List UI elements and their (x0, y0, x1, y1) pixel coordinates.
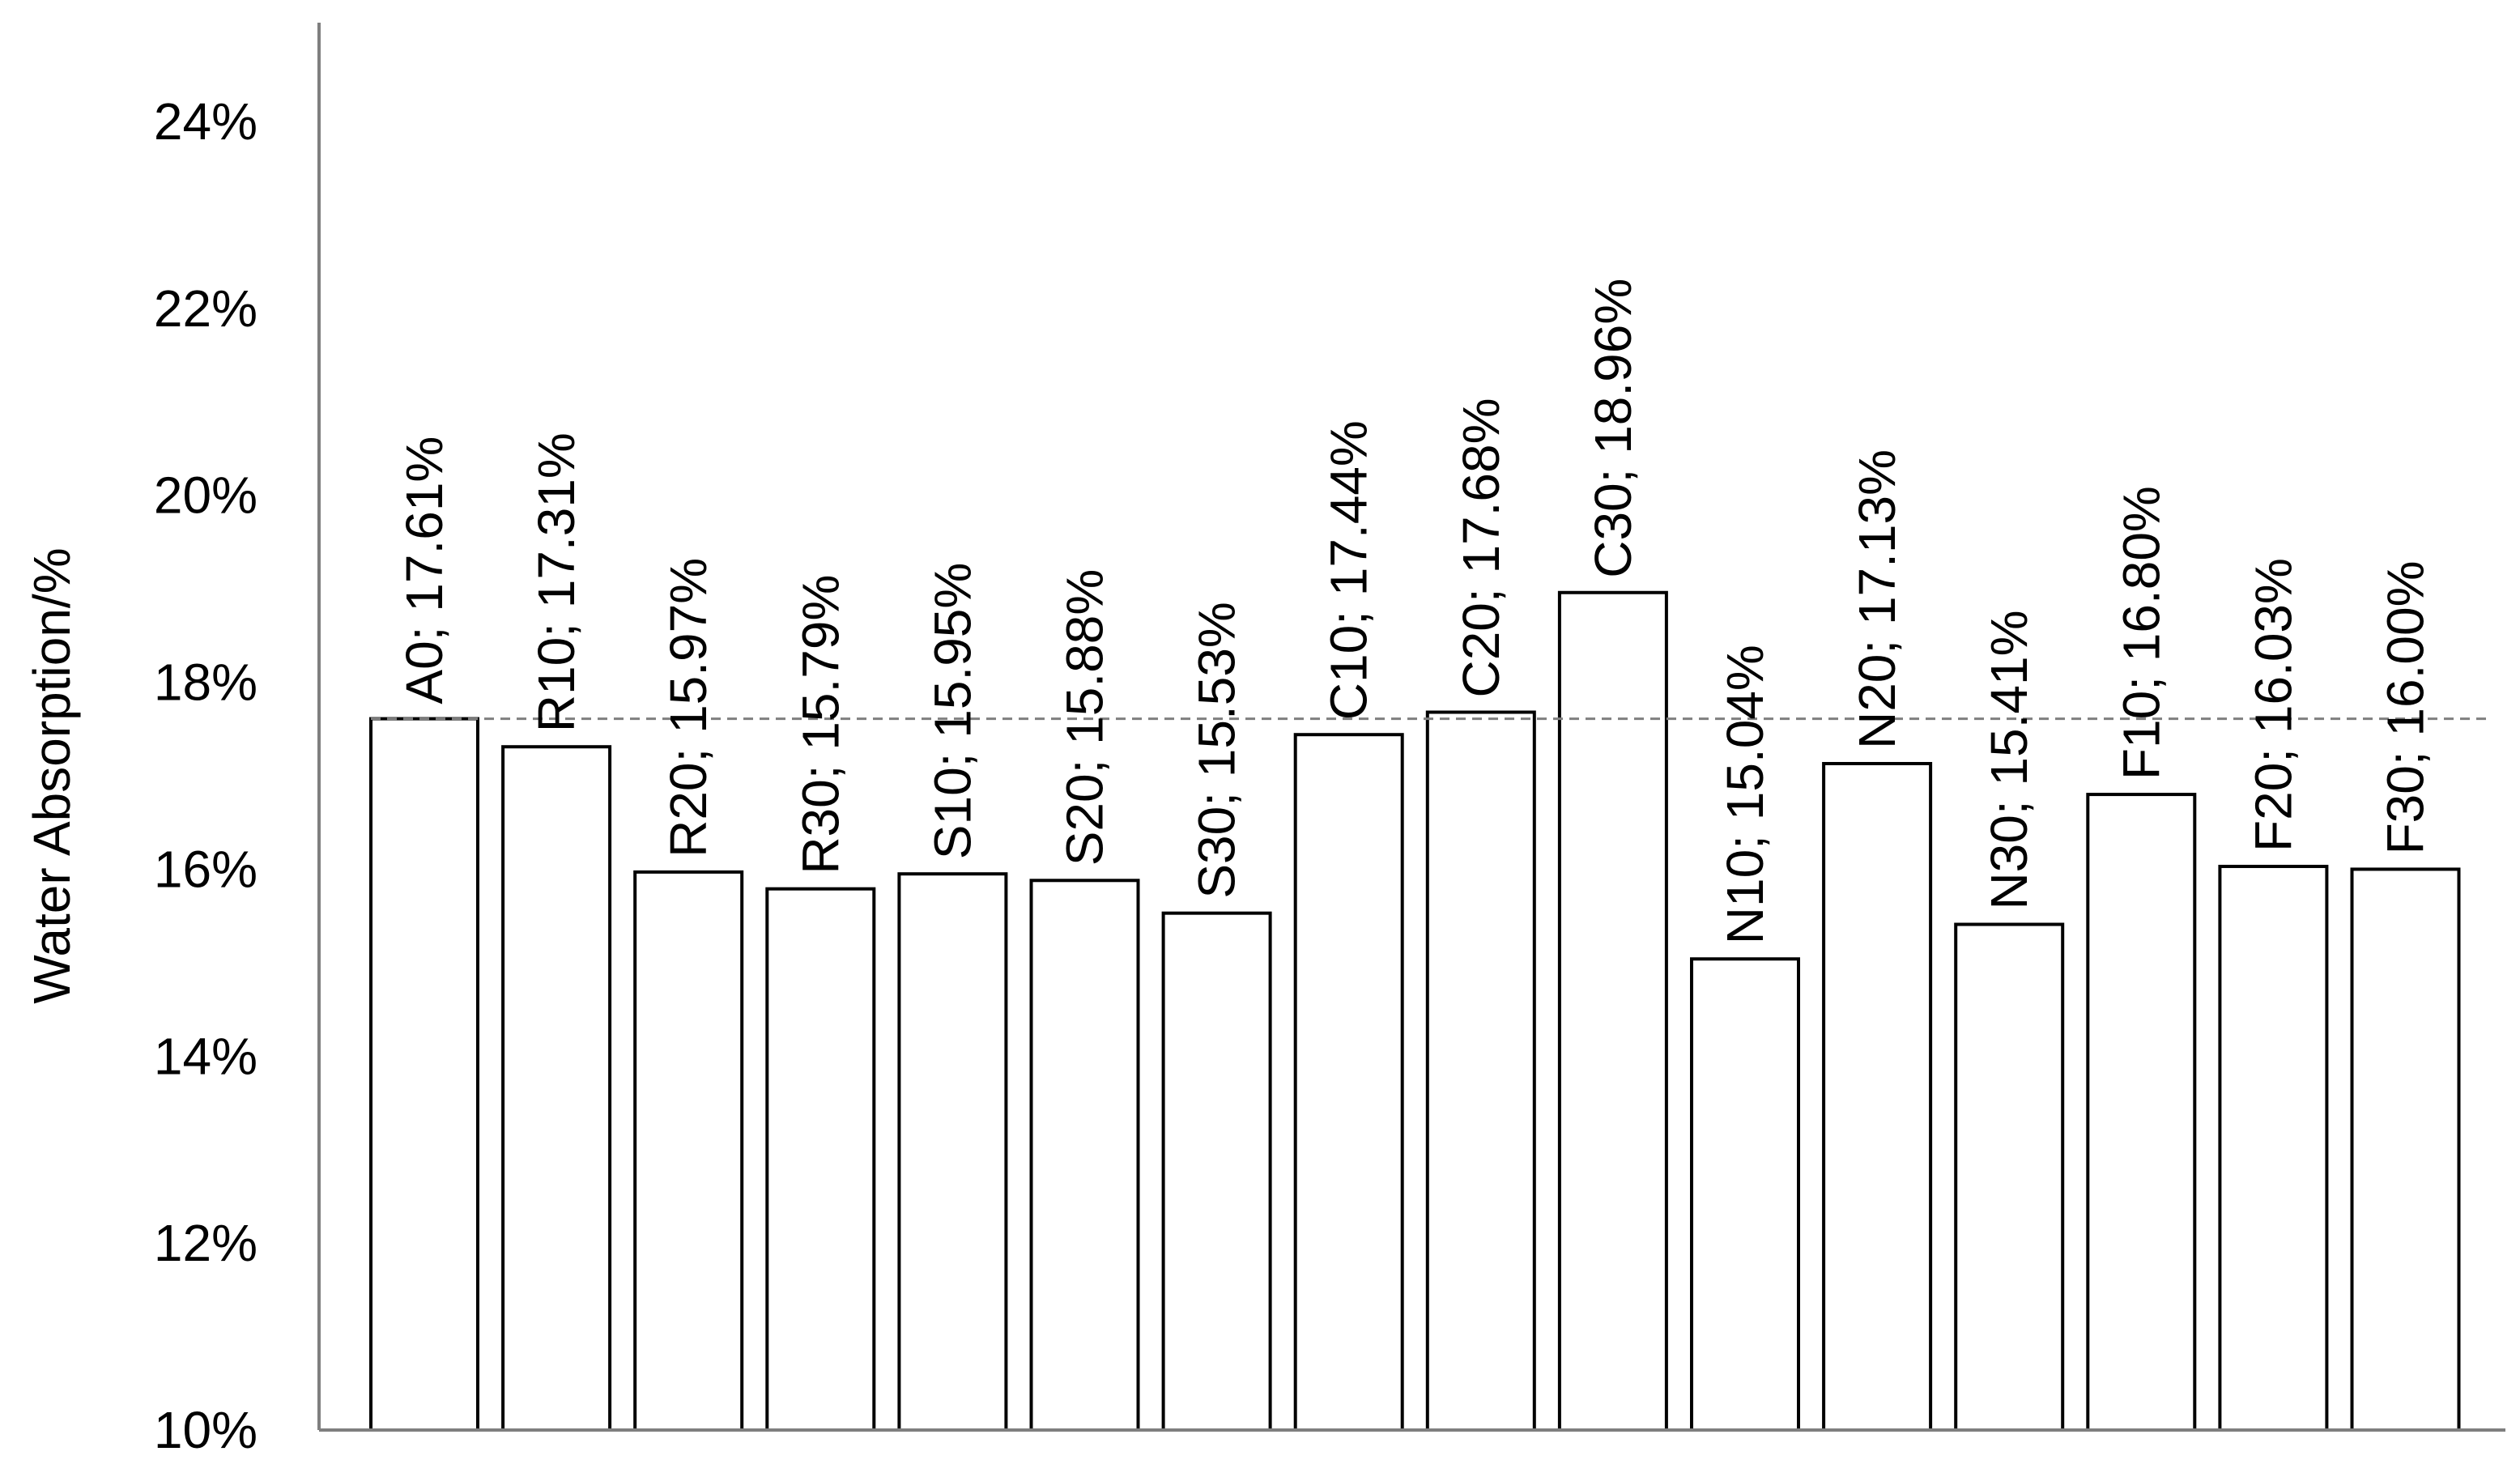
y-tick-label: 22% (154, 279, 258, 338)
data-label-n10: N10; 15.04% (1716, 645, 1774, 944)
data-label-s20: S20; 15.88% (1056, 569, 1114, 866)
data-label-a0: A0; 17.61% (395, 436, 453, 704)
y-tick-label: 14% (154, 1027, 258, 1085)
bar-r30 (765, 887, 876, 1432)
y-tick-label: 12% (154, 1214, 258, 1272)
bar-c30 (1557, 590, 1668, 1432)
data-label-f10: F10; 16.80% (2112, 486, 2170, 780)
data-label-f30: F30; 16.00% (2377, 561, 2435, 855)
bar-r20 (633, 870, 744, 1432)
bar-r10 (501, 745, 612, 1432)
bar-f20 (2218, 864, 2329, 1432)
bar-s30 (1161, 911, 1272, 1432)
data-label-c10: C10; 17.44% (1320, 420, 1378, 720)
data-labels: A0; 17.61% R10; 17.31% R20; 15.97% R30; 15.… (395, 279, 2435, 945)
data-label-r30: R30; 15.79% (791, 575, 849, 875)
y-tick-label: 16% (154, 840, 258, 898)
bar-c10 (1293, 733, 1404, 1432)
bar-f30 (2350, 867, 2461, 1432)
bar-n30 (1954, 922, 2065, 1432)
bar-n10 (1690, 957, 1800, 1432)
bar-s10 (897, 872, 1008, 1432)
y-tick-label: 20% (154, 466, 258, 525)
bar-c20 (1425, 710, 1536, 1432)
y-axis-title: Water Absorption/% (23, 547, 81, 1003)
bar-n20 (1822, 761, 1933, 1432)
bar-s20 (1029, 879, 1140, 1432)
bar-f10 (2086, 793, 2197, 1432)
data-label-r20: R20; 15.97% (659, 558, 717, 858)
y-axis-ticks: 10% 12% 14% 16% 18% 20% 22% 24% (154, 92, 258, 1459)
bars (369, 590, 2461, 1432)
data-label-s10: S10; 15.95% (923, 563, 981, 860)
y-tick-label: 24% (154, 92, 258, 151)
y-tick-label: 18% (154, 653, 258, 712)
data-label-s30: S30; 15.53% (1188, 602, 1246, 899)
data-label-f20: F20; 16.03% (2244, 558, 2302, 852)
data-label-c30: C30; 18.96% (1584, 279, 1642, 578)
data-label-c20: C20; 17.68% (1452, 398, 1510, 697)
data-label-n30: N30; 15.41% (1980, 611, 2038, 910)
data-label-n20: N20; 17.13% (1848, 449, 1906, 749)
bar-a0 (369, 717, 479, 1432)
y-tick-label: 10% (154, 1401, 258, 1459)
data-label-r10: R10; 17.31% (527, 432, 585, 732)
